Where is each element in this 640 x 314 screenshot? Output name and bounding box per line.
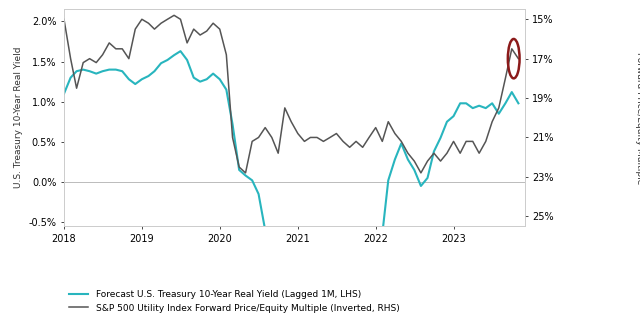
Legend: Forecast U.S. Treasury 10-Year Real Yield (Lagged 1M, LHS), S&P 500 Utility Inde: Forecast U.S. Treasury 10-Year Real Yiel… — [68, 290, 399, 312]
Y-axis label: U.S. Treasury 10-Year Real Yield: U.S. Treasury 10-Year Real Yield — [14, 47, 23, 188]
Y-axis label: S&P 500 Utility Index Consensus
Forward Price/Equity Multiple: S&P 500 Utility Index Consensus Forward … — [635, 44, 640, 192]
